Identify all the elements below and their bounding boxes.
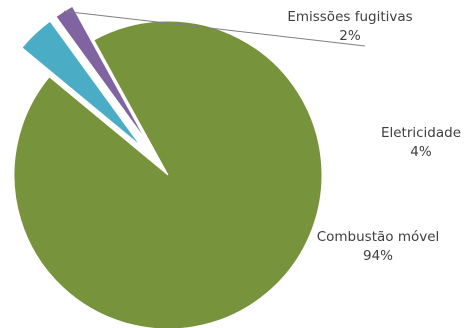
slice-value-label-3: 2% bbox=[339, 28, 361, 44]
slice-label-1: Combustão móvel bbox=[317, 229, 440, 245]
pie-data-labels: Combustão móvel 94% Eletricidade 4% Emissões… bbox=[287, 9, 461, 264]
pie-slice-2 bbox=[21, 20, 142, 147]
slice-value-label-1: 94% bbox=[363, 248, 393, 264]
slice-value-label-2: 4% bbox=[410, 144, 432, 160]
pie-leader-lines bbox=[63, 10, 366, 47]
slice-label-3: Emissões fugitivas bbox=[287, 9, 412, 25]
pie-slice-1 bbox=[13, 20, 323, 328]
leader-line-3 bbox=[63, 10, 366, 47]
pie-slices bbox=[13, 5, 323, 328]
slice-label-2: Eletricidade bbox=[381, 125, 461, 141]
